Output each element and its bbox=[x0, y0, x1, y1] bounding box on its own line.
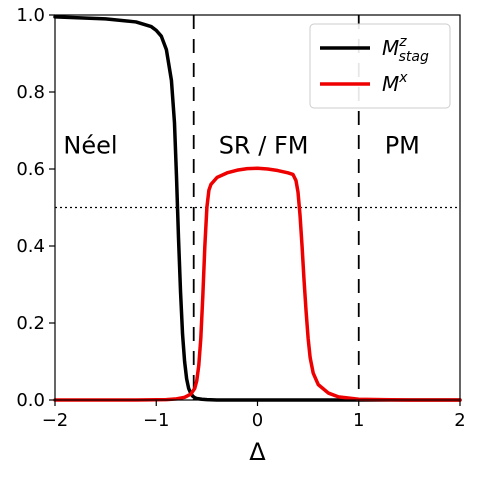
y-tick-label: 0.0 bbox=[16, 390, 45, 411]
y-tick-label: 0.8 bbox=[16, 82, 45, 103]
legend-entry-label: Mx bbox=[382, 70, 408, 96]
region-label: PM bbox=[385, 132, 420, 160]
axes: −2 −1 0 1 2 0.0 0.2 0.4 0.6 0.8 1.0 Δ bbox=[16, 5, 465, 466]
region-annotations: Néel SR / FM PM bbox=[63, 132, 420, 160]
x-axis-label: Δ bbox=[249, 438, 266, 466]
x-tick-label: −1 bbox=[143, 410, 170, 431]
x-tick-label: 0 bbox=[252, 410, 263, 431]
legend-box bbox=[309, 23, 451, 109]
y-tick-label: 0.4 bbox=[16, 236, 45, 257]
legend-entry-label: Mz stag bbox=[382, 34, 429, 65]
region-label: SR / FM bbox=[219, 132, 309, 160]
reference-lines bbox=[55, 15, 460, 400]
y-tick-label: 0.6 bbox=[16, 159, 45, 180]
x-tick-label: 1 bbox=[353, 410, 364, 431]
y-tick-label: 0.2 bbox=[16, 313, 45, 334]
region-label: Néel bbox=[63, 132, 117, 160]
legend: Mz stag Mx bbox=[309, 23, 451, 109]
x-tick-label: −2 bbox=[42, 410, 69, 431]
x-tick-label: 2 bbox=[454, 410, 465, 431]
y-tick-label: 1.0 bbox=[16, 5, 45, 26]
series-line-mx bbox=[53, 166, 462, 402]
